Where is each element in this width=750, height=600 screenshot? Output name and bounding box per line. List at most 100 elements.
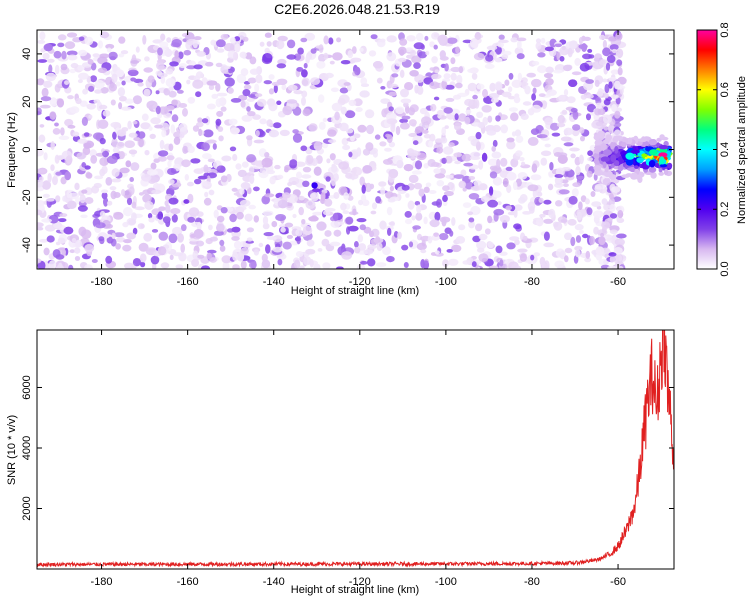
heatmap-cell [144,56,150,62]
heatmap-cell [522,235,528,241]
heatmap-cell [140,261,146,268]
heatmap-cell [458,224,466,231]
heatmap-cell [537,52,546,58]
heatmap-cell [610,154,617,163]
heatmap-cell [148,126,153,131]
heatmap-cell [194,178,202,185]
heatmap-cell [405,193,410,198]
colorbar-tick-label: 0.2 [719,202,731,217]
heatmap-cell [395,106,405,115]
heatmap-cell [105,255,113,264]
heatmap-cell [174,50,179,60]
heatmap-cell [306,154,314,165]
heatmap-cell [255,130,260,137]
heatmap-cell [441,217,447,227]
heatmap-cell [531,93,536,101]
heatmap-cell [63,226,74,235]
heatmap-cell [659,156,665,165]
colorbar-tick-label: 0.4 [719,142,731,157]
heatmap-cell [42,180,51,190]
heatmap-cell [510,112,519,122]
heatmap-cell [42,193,50,198]
x-tick-label: -60 [610,276,626,288]
heatmap-cell [116,236,126,243]
heatmap-cell [355,107,363,112]
heatmap-cell [467,211,474,216]
heatmap-cell [437,34,448,44]
heatmap-cell [102,110,111,117]
heatmap-cell [92,53,100,58]
heatmap-cell [620,141,627,148]
heatmap-cell [124,140,136,148]
heatmap-cell [347,225,359,232]
heatmap-cell [313,166,322,176]
heatmap-cell [344,110,356,119]
heatmap-cell [241,114,253,122]
heatmap-cell [387,227,392,236]
heatmap-cell [536,134,548,139]
heatmap-cell [656,137,662,142]
heatmap-cell [111,232,116,239]
heatmap-cell [506,137,515,143]
heatmap-cell [166,37,172,43]
heatmap-cell [240,182,251,190]
heatmap-cell [268,102,278,112]
heatmap-cell [388,141,396,148]
heatmap-cell [409,119,417,127]
heatmap-cell [410,49,417,57]
heatmap-cell [239,199,251,207]
heatmap-cell [71,238,77,243]
heatmap-cell [330,87,339,93]
heatmap-cell [329,241,341,247]
heatmap-cell [521,82,529,86]
heatmap-cell [111,168,120,178]
snr-series-line [37,330,674,568]
heatmap-cell [88,114,93,119]
heatmap-cell [400,122,410,130]
heatmap-cell [658,152,668,158]
heatmap-cell [516,53,525,60]
heatmap-cell [580,94,587,100]
heatmap-cell [553,69,563,74]
heatmap-cell [340,106,347,115]
heatmap-cell [277,35,288,42]
heatmap-cell [527,184,539,192]
heatmap-cell [266,41,272,47]
heatmap-cell [126,217,137,226]
heatmap-cell [275,214,287,221]
heatmap-cell [380,38,386,43]
heatmap-cell [141,113,149,121]
heatmap-cell [310,192,319,202]
heatmap-cell [231,226,241,233]
heatmap-cell [41,87,49,98]
heatmap-cell [470,151,481,158]
heatmap-cell [540,37,546,44]
heatmap-cell [227,87,234,94]
heatmap-cell [216,223,225,232]
heatmap-cell [54,122,59,127]
heatmap-cell [415,32,424,42]
heatmap-cell [613,247,623,255]
heatmap-cell [126,232,136,240]
heatmap-cell [495,245,503,254]
heatmap-cell [131,201,137,209]
heatmap-cell [50,164,55,172]
heatmap-cell [376,77,383,84]
heatmap-cell [64,41,76,49]
heatmap-cell [143,67,153,73]
heatmap-cell [209,257,217,263]
heatmap-cell [221,155,232,162]
heatmap-cell [404,218,413,225]
heatmap-cell [287,182,293,187]
heatmap-cell [560,218,568,223]
heatmap-cell [184,174,189,181]
heatmap-cell [401,184,410,191]
heatmap-cell [615,97,621,105]
heatmap-cell [605,134,612,142]
x-tick-label: -160 [177,576,199,588]
heatmap-cell [554,174,564,178]
heatmap-cell [146,100,158,110]
heatmap-cell [535,42,542,50]
heatmap-cell [386,118,398,125]
heatmap-cell [445,174,454,179]
